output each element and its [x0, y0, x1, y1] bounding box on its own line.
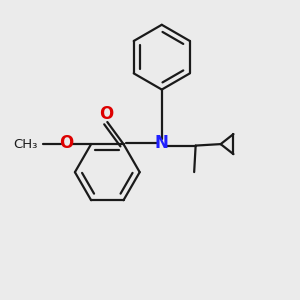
Text: N: N	[155, 134, 169, 152]
Text: O: O	[59, 134, 73, 152]
Text: CH₃: CH₃	[14, 138, 38, 151]
Text: O: O	[99, 105, 113, 123]
